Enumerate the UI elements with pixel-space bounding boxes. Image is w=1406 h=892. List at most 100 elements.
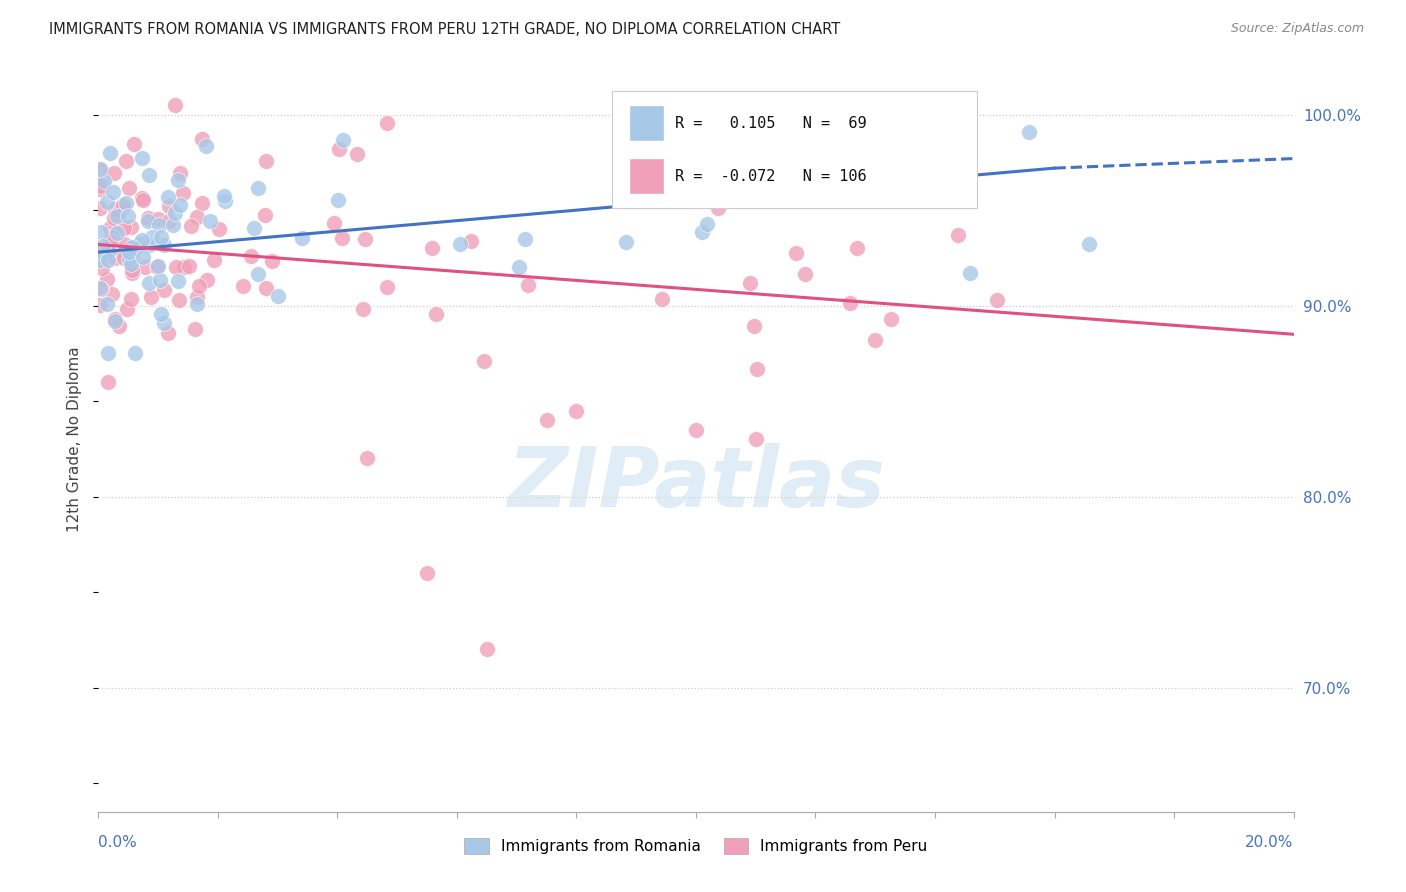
- Point: [149, 307, 172, 321]
- Point: [101, 230, 124, 244]
- Point: [148, 219, 170, 233]
- Point: [165, 206, 187, 220]
- Bar: [628, 105, 664, 141]
- Point: [89, 253, 111, 268]
- Point: [959, 267, 981, 281]
- Point: [163, 98, 186, 112]
- Point: [186, 290, 208, 304]
- Point: [986, 293, 1008, 307]
- Point: [104, 314, 127, 328]
- Text: R =  -0.072   N = 106: R = -0.072 N = 106: [675, 169, 866, 184]
- Point: [122, 241, 145, 255]
- Point: [804, 98, 827, 112]
- Point: [105, 209, 128, 223]
- Point: [117, 209, 139, 223]
- Point: [157, 190, 180, 204]
- Point: [1077, 236, 1099, 251]
- Point: [208, 222, 231, 236]
- Point: [96, 244, 118, 258]
- Point: [267, 288, 290, 302]
- Point: [614, 235, 637, 249]
- Point: [121, 246, 143, 260]
- Point: [89, 161, 111, 176]
- Point: [89, 202, 111, 216]
- Point: [112, 197, 135, 211]
- Point: [118, 181, 141, 195]
- Point: [101, 185, 124, 199]
- Point: [131, 151, 153, 165]
- Point: [138, 276, 160, 290]
- Point: [90, 163, 112, 178]
- Point: [167, 293, 190, 308]
- Point: [101, 287, 124, 301]
- Point: [838, 296, 860, 310]
- Point: [253, 208, 276, 222]
- Point: [136, 214, 159, 228]
- Point: [948, 228, 970, 243]
- Point: [188, 278, 211, 293]
- Point: [330, 231, 353, 245]
- Point: [166, 172, 188, 186]
- Point: [149, 230, 172, 244]
- Point: [98, 244, 121, 258]
- Point: [153, 316, 176, 330]
- Point: [846, 241, 869, 255]
- Point: [690, 226, 713, 240]
- Point: [89, 242, 111, 256]
- Point: [105, 226, 128, 240]
- Point: [121, 240, 143, 254]
- Point: [173, 260, 195, 274]
- Point: [89, 281, 111, 295]
- Point: [195, 139, 218, 153]
- Point: [96, 271, 118, 285]
- Point: [707, 201, 730, 215]
- Point: [356, 451, 378, 466]
- Point: [153, 283, 176, 297]
- Point: [180, 219, 202, 233]
- Point: [97, 376, 120, 390]
- Point: [863, 333, 886, 347]
- Point: [134, 260, 156, 274]
- Point: [98, 235, 121, 249]
- Point: [169, 198, 191, 212]
- Point: [195, 273, 218, 287]
- Point: [97, 345, 120, 359]
- Point: [353, 232, 375, 246]
- Point: [651, 293, 673, 307]
- Point: [352, 301, 374, 316]
- Point: [98, 221, 121, 235]
- Point: [148, 212, 170, 227]
- Point: [104, 311, 127, 326]
- Text: Source: ZipAtlas.com: Source: ZipAtlas.com: [1230, 22, 1364, 36]
- Point: [96, 297, 118, 311]
- Point: [166, 274, 188, 288]
- Point: [89, 298, 111, 312]
- Point: [89, 179, 111, 194]
- Point: [517, 277, 540, 292]
- Point: [172, 186, 194, 201]
- Point: [420, 240, 443, 254]
- Point: [103, 211, 125, 226]
- Point: [247, 180, 270, 194]
- Point: [131, 190, 153, 204]
- Point: [153, 238, 176, 252]
- FancyBboxPatch shape: [613, 91, 977, 209]
- Point: [121, 263, 143, 277]
- Text: R =   0.105   N =  69: R = 0.105 N = 69: [675, 116, 866, 130]
- Point: [157, 199, 180, 213]
- Point: [138, 238, 160, 252]
- Point: [696, 217, 718, 231]
- Point: [291, 231, 314, 245]
- Point: [738, 276, 761, 290]
- Point: [120, 257, 142, 271]
- Point: [128, 237, 150, 252]
- Point: [122, 136, 145, 151]
- Point: [111, 201, 134, 215]
- Point: [112, 246, 135, 260]
- Point: [685, 423, 707, 437]
- Point: [745, 432, 768, 446]
- Point: [745, 362, 768, 376]
- Point: [202, 253, 225, 268]
- Point: [139, 290, 162, 304]
- Point: [425, 308, 447, 322]
